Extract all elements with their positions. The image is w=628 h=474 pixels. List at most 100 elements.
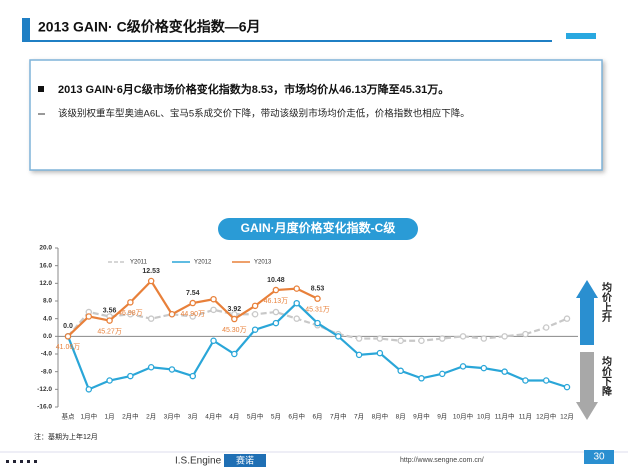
chart-title-bg [218, 218, 418, 240]
point [106, 317, 113, 324]
point [210, 306, 217, 314]
point [251, 302, 259, 310]
y-tick-label: -12.0 [37, 386, 52, 393]
x-tick-label: 1月 [105, 413, 115, 421]
x-tick-label: 1月中 [80, 412, 97, 421]
x-tick-label: 6月中 [288, 412, 305, 421]
data-label: 8.53 [311, 286, 325, 293]
x-tick-label: 11月中 [495, 412, 515, 421]
point [147, 363, 155, 371]
price-label: 44.90万 [180, 310, 205, 318]
x-tick-label: 10月 [477, 413, 491, 421]
bullet [38, 86, 44, 92]
page-number-bg [584, 450, 614, 464]
point [314, 319, 321, 327]
point [522, 330, 529, 338]
point [293, 285, 300, 292]
legend-label: Y2013 [254, 260, 272, 266]
point [210, 295, 217, 303]
point [127, 310, 134, 318]
price-label: 46.98万 [118, 309, 143, 317]
data-label: 10.48 [267, 277, 285, 284]
footer-logo: 赛诺 [236, 454, 254, 465]
point [127, 372, 134, 380]
point [189, 313, 196, 320]
chart-note: 注：基期为上年12月 [34, 432, 98, 441]
x-tick-label: 8月中 [372, 412, 389, 421]
point [522, 377, 529, 384]
point [231, 350, 238, 358]
y-tick-label: 12.0 [39, 280, 52, 287]
point [85, 313, 93, 320]
y-tick-label: -16.0 [37, 404, 52, 411]
y-tick-label: -8.0 [41, 368, 53, 375]
data-label: 3.56 [103, 307, 117, 314]
footer-dots [6, 460, 37, 463]
point [563, 315, 571, 322]
legend-label: Y2011 [130, 260, 148, 266]
point [272, 308, 280, 316]
point [438, 335, 446, 342]
up-arrow [576, 280, 598, 345]
point [210, 337, 217, 344]
data-label: 12.53 [142, 268, 160, 275]
data-label: 0.0 [63, 323, 73, 330]
price-label: 45.30万 [222, 326, 247, 334]
point [147, 277, 155, 285]
up-label: 均价上升 [600, 281, 612, 323]
point [127, 299, 134, 306]
point [335, 333, 342, 340]
point [438, 370, 446, 378]
point [480, 364, 488, 372]
point [64, 333, 72, 340]
slide-title: 2013 GAIN· C级价格变化指数—6月 [38, 19, 260, 35]
point [106, 377, 113, 384]
point [459, 333, 467, 340]
down-label: 均价下降 [600, 355, 612, 397]
point [231, 315, 238, 323]
point [293, 299, 300, 307]
price-label: 46.13万 [264, 297, 289, 305]
summary-box [29, 59, 603, 171]
y-tick-label: 16.0 [39, 262, 52, 269]
y-tick-label: -4.0 [41, 351, 53, 358]
point [168, 310, 176, 318]
x-tick-label: 9月中 [413, 412, 430, 421]
y-tick-label: 0.0 [43, 333, 52, 340]
price-label: 41.06万 [56, 343, 81, 351]
footer-brand: I.S.Engine [175, 456, 222, 467]
point [314, 295, 321, 302]
point [168, 366, 176, 373]
data-label: 7.54 [186, 290, 200, 297]
point [355, 351, 363, 359]
point [501, 368, 508, 375]
x-tick-label: 12月 [560, 413, 574, 421]
point [501, 333, 508, 340]
point [272, 319, 280, 327]
x-tick-label: 3月 [188, 413, 198, 421]
x-tick-label: 7月中 [330, 412, 347, 421]
chart-title: GAIN·月度价格变化指数-C级 [241, 220, 396, 235]
x-tick-label: 4月 [229, 413, 239, 421]
x-tick-label: 2月 [146, 413, 156, 421]
data-label: 3.92 [228, 306, 242, 313]
point [251, 326, 259, 333]
point [189, 299, 196, 307]
point [147, 315, 155, 322]
point [293, 315, 300, 322]
x-tick-label: 3月中 [164, 412, 181, 421]
point [418, 375, 425, 382]
summary-point: 该级别权重车型奥迪A6L、宝马5系成交价下降，带动该级别市场均价走低，价格指数也… [58, 108, 470, 120]
point [189, 372, 196, 380]
legend-label: Y2012 [194, 260, 212, 266]
title-accent [22, 18, 30, 40]
point [376, 349, 384, 357]
footer-logo-bg [224, 454, 266, 467]
price-label: 45.27万 [97, 327, 122, 335]
point [251, 310, 259, 318]
price-label: 45.31万 [305, 306, 330, 314]
point [542, 324, 550, 331]
x-tick-label: 基点 [62, 412, 76, 421]
y-tick-label: 20.0 [39, 245, 52, 252]
